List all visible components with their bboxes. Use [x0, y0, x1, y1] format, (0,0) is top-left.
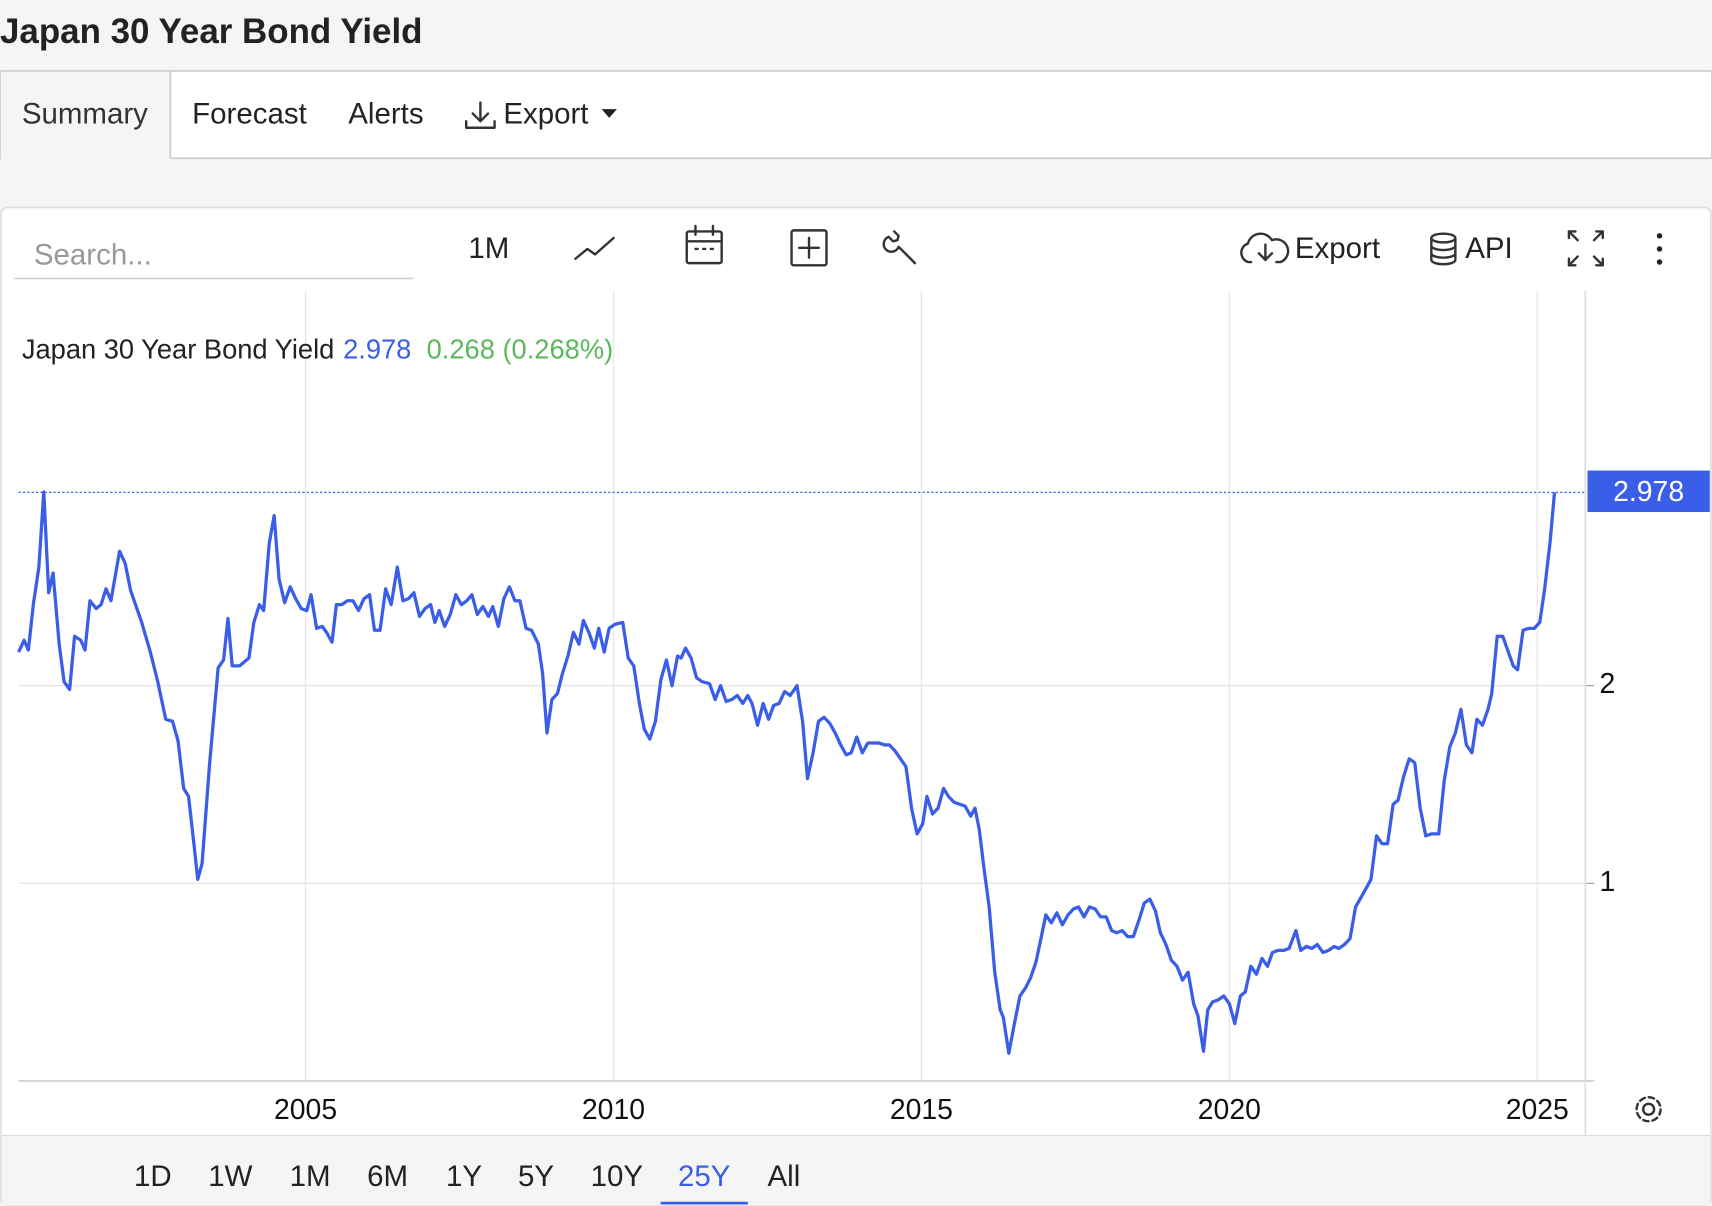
range-button[interactable]: 5Y — [518, 1160, 554, 1193]
tab[interactable]: Alerts — [348, 98, 423, 131]
range-button[interactable]: 1D — [134, 1160, 172, 1193]
tab[interactable]: Forecast — [192, 98, 307, 131]
last-value-tag — [1587, 470, 1710, 513]
range-button[interactable]: 1M — [290, 1160, 331, 1193]
dropdown-caret — [601, 109, 617, 118]
series-line — [17, 490, 1557, 1055]
line-type-icon[interactable] — [574, 236, 615, 260]
x-tick-label: 2020 — [1198, 1094, 1261, 1126]
x-tick-label: 2005 — [274, 1094, 337, 1126]
export-icon — [1240, 232, 1290, 264]
range-button[interactable]: 6M — [367, 1160, 408, 1193]
export-button[interactable]: Export — [1295, 232, 1380, 265]
page-title: Japan 30 Year Bond Yield — [0, 12, 423, 51]
header-bg — [0, 0, 1712, 71]
interval-button[interactable]: 1M — [468, 232, 509, 265]
download-icon — [464, 101, 496, 129]
x-tick-label: 2010 — [582, 1094, 645, 1126]
api-icon — [1430, 232, 1457, 266]
legend: Japan 30 Year Bond Yield 2.978 0.268 (0.26… — [22, 334, 613, 365]
last-value-label: 2.978 — [1613, 476, 1684, 508]
active-tab-bg — [1, 72, 171, 160]
range-button[interactable]: 1Y — [446, 1160, 482, 1193]
fullscreen-icon[interactable] — [1567, 230, 1604, 267]
search-input[interactable]: Search... — [34, 238, 152, 271]
x-tick-label: 2015 — [890, 1094, 953, 1126]
range-button[interactable]: 1W — [208, 1160, 252, 1193]
api-button[interactable]: API — [1465, 232, 1513, 265]
tab[interactable]: Summary — [22, 98, 148, 131]
settings-icon[interactable] — [1635, 1096, 1662, 1123]
y-tick-label: 2 — [1599, 668, 1615, 700]
add-indicator-icon[interactable] — [790, 229, 828, 267]
y-tick-label: 1 — [1599, 866, 1615, 898]
x-tick-label: 2025 — [1506, 1094, 1569, 1126]
legend-value: 2.978 — [343, 334, 411, 365]
more-menu-icon[interactable] — [1656, 233, 1663, 265]
legend-name: Japan 30 Year Bond Yield — [22, 334, 335, 365]
range-bar — [2, 1135, 1710, 1206]
calendar-icon[interactable] — [685, 224, 723, 265]
range-button[interactable]: 25Y — [678, 1160, 731, 1193]
range-button[interactable]: 10Y — [591, 1160, 644, 1193]
tab[interactable]: Export — [503, 98, 588, 131]
tab-bar — [0, 70, 1712, 160]
legend-change: 0.268 (0.268%) — [427, 334, 614, 365]
tools-icon[interactable] — [882, 230, 917, 265]
range-button[interactable]: All — [768, 1160, 801, 1193]
